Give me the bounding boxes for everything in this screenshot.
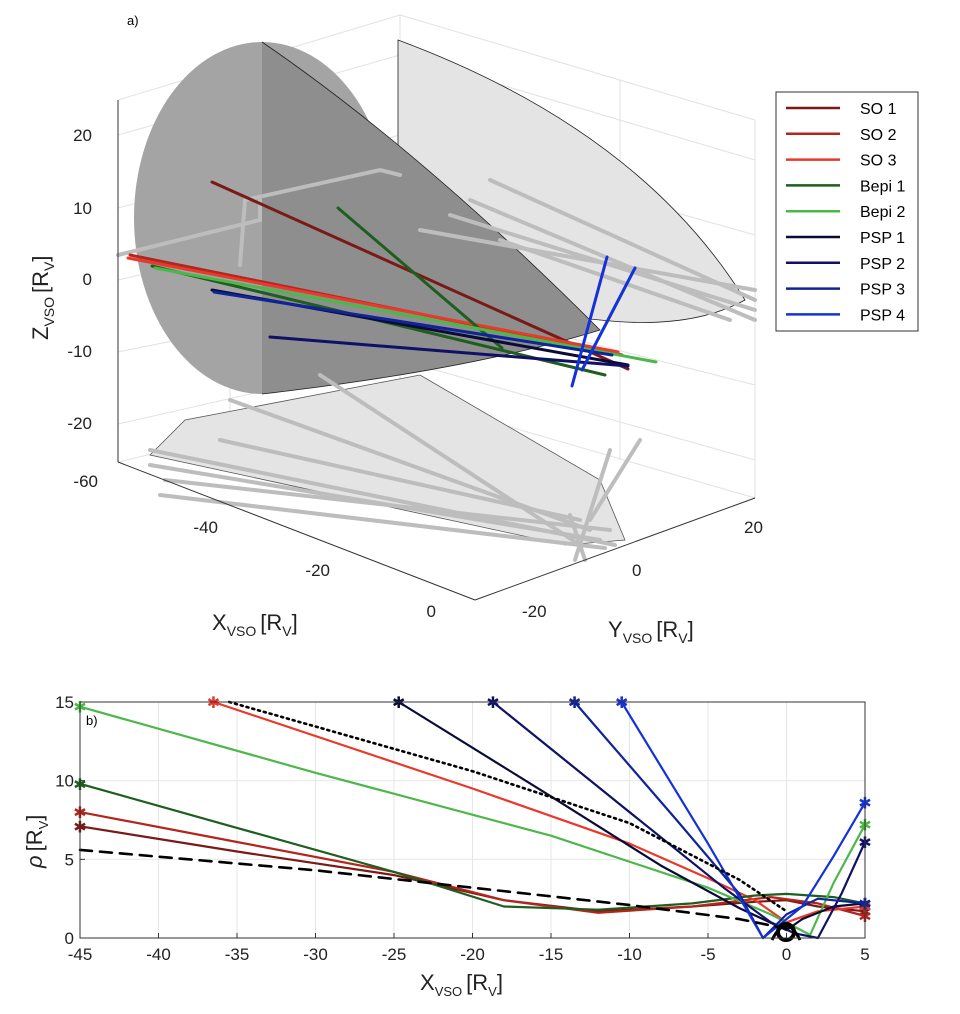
x-tick-label: -40 <box>146 945 171 964</box>
x3d-tick-label: -20 <box>305 561 330 580</box>
series-line-psp-1 <box>397 700 867 932</box>
x3d-tick-label: 0 <box>427 602 436 621</box>
legend-entry-label: PSP 4 <box>860 307 905 324</box>
x-tick-label: -35 <box>225 945 250 964</box>
traj-so-1 <box>210 180 630 371</box>
panel-a: a) <box>28 13 763 646</box>
z-tick-label: -20 <box>67 414 92 433</box>
traj-psp-2 <box>268 335 630 368</box>
y-tick-label: 0 <box>65 929 74 948</box>
traj-bepi-1 <box>336 206 504 350</box>
y3d-axis-label: YVSO [RV] <box>608 617 694 646</box>
x-tick-label: 5 <box>860 945 869 964</box>
reference-line-dashed <box>78 848 788 930</box>
y3d-ticks: -20 0 20 <box>522 518 763 621</box>
x-tick-label: -20 <box>460 945 485 964</box>
trajectories-3d <box>126 180 658 388</box>
x-tick-label: -15 <box>539 945 564 964</box>
x3d-tick-label: -40 <box>193 518 218 537</box>
legend-entry-label: PSP 3 <box>860 282 905 299</box>
panel-b-ticks: -45 -40 -35 -30 -25 -20 -15 -10 -5 0 5 0 5 10 15 <box>55 693 870 964</box>
legend-entry-label: SO 2 <box>860 127 897 144</box>
legend-entry-label: SO 3 <box>860 153 897 170</box>
x3d-ticks: -60 -40 -20 0 <box>73 472 436 621</box>
legend-entry-label: SO 1 <box>860 101 897 118</box>
traj-psp-4a <box>570 255 609 388</box>
cone-outline <box>261 41 601 395</box>
z-axis-label: ZVSO[RV] <box>28 256 57 341</box>
legend-entry-label: PSP 1 <box>860 230 905 247</box>
y3d-tick-label: 20 <box>744 518 763 537</box>
legend-entry-label: Bepi 2 <box>860 204 905 221</box>
x-tick-label: -25 <box>382 945 407 964</box>
y3d-tick-label: 0 <box>632 561 641 580</box>
panel-b-x-axis-label: XVSO [RV] <box>420 970 503 999</box>
y-tick-label: 15 <box>55 693 74 712</box>
reference-line-dotted <box>227 700 788 913</box>
z-ticks: 20 10 0 -10 -20 <box>67 126 92 433</box>
projected-trajectories <box>116 167 757 562</box>
panel-a-label: a) <box>127 13 139 28</box>
z-tick-label: -10 <box>67 342 92 361</box>
legend-entry-label: Bepi 1 <box>860 178 905 195</box>
traj-bepi-2 <box>153 266 658 364</box>
x3d-tick-label: -60 <box>73 472 98 491</box>
x-tick-label: -45 <box>68 945 93 964</box>
venus-marker <box>770 922 802 942</box>
traj-psp-4b <box>580 266 637 372</box>
series-line-psp-4 <box>620 700 867 940</box>
panel-b-label: b) <box>86 713 98 728</box>
x-tick-label: -10 <box>617 945 642 964</box>
panel-b-y-axis-label: ρ[RV] <box>22 815 51 869</box>
z-tick-label: 0 <box>83 270 92 289</box>
series-line-so-3 <box>212 700 867 924</box>
traj-psp-3 <box>212 290 614 357</box>
series-line-bepi-2 <box>78 705 867 936</box>
y-tick-label: 5 <box>65 850 74 869</box>
x3d-axis-label: XVSO [RV] <box>212 610 298 639</box>
y3d-tick-label: -20 <box>522 602 547 621</box>
panel-a-axes <box>117 100 756 601</box>
x-tick-label: 0 <box>782 945 791 964</box>
cone-body <box>262 42 600 394</box>
z-tick-label: 20 <box>73 126 92 145</box>
y-tick-label: 10 <box>55 772 74 791</box>
x-tick-label: -30 <box>303 945 328 964</box>
z-tick-label: 10 <box>73 199 92 218</box>
legend: SO 1 SO 2 SO 3 Bepi 1 Bepi 2 PSP 1 PSP 2 PSP 3 P… <box>775 91 919 332</box>
series-line-so-2 <box>78 811 867 918</box>
traj-so-3 <box>126 256 620 354</box>
panel-b: ✱✱✱✱✱✱✱✱✱✱✱✱✱✱✱✱✱✱ b) -45 -40 -35 -30 -25 -20… <box>22 693 872 999</box>
x-tick-label: -5 <box>700 945 715 964</box>
legend-entry-label: PSP 2 <box>860 256 905 273</box>
